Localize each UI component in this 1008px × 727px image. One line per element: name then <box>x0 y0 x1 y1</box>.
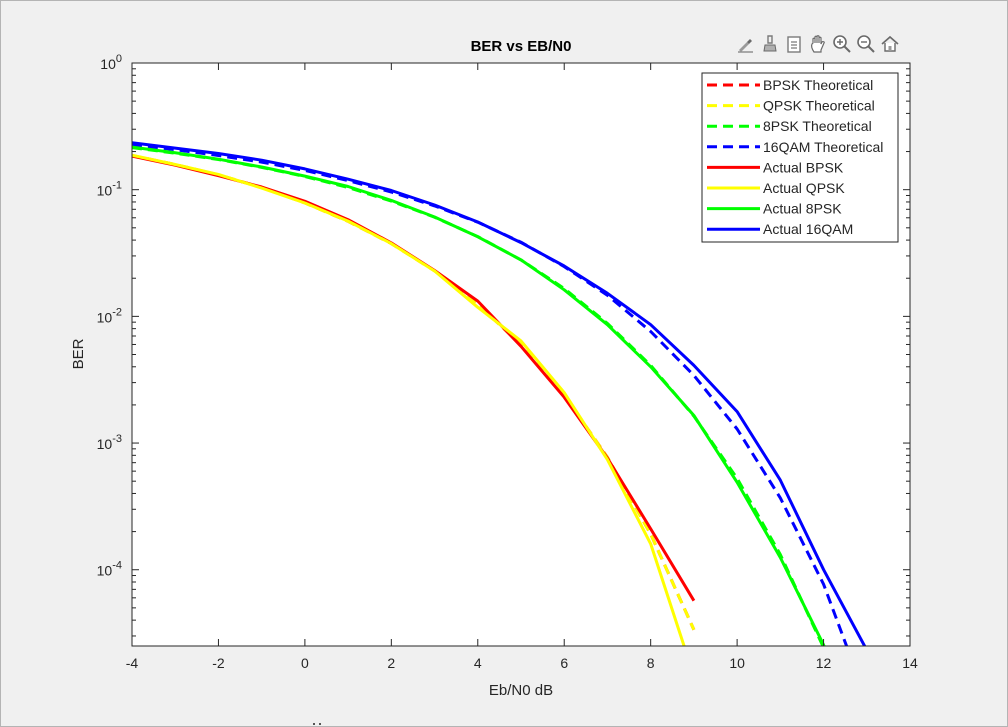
x-tick-label: 4 <box>474 655 482 671</box>
pan-hand-icon <box>810 35 825 53</box>
legend-label[interactable]: 16QAM Theoretical <box>763 139 883 155</box>
brush-edit-icon <box>737 39 753 53</box>
legend-label[interactable]: Actual QPSK <box>763 180 845 196</box>
window-resize-grip[interactable] <box>313 723 315 725</box>
x-tick-label: -4 <box>126 655 139 671</box>
x-tick-label: 10 <box>729 655 745 671</box>
chart-title: BER vs EB/N0 <box>471 38 572 55</box>
y-tick-label: 10-1 <box>97 180 122 199</box>
x-tick-label: -2 <box>212 655 225 671</box>
x-axis-label: Eb/N0 dB <box>489 682 553 699</box>
x-tick-label: 12 <box>816 655 832 671</box>
zoom-out-button[interactable] <box>854 33 877 55</box>
x-tick-label: 8 <box>647 655 655 671</box>
axes-toolbar <box>734 32 901 56</box>
restore-view-button[interactable] <box>878 33 901 55</box>
y-tick-label: 10-2 <box>97 306 122 325</box>
brush-edit-button[interactable] <box>734 33 757 55</box>
legend[interactable]: BPSK Theoretical QPSK Theoretical 8PSK The… <box>701 72 899 243</box>
legend-label[interactable]: Actual 16QAM <box>763 221 853 237</box>
x-tick-label: 0 <box>301 655 309 671</box>
pan-button[interactable] <box>806 33 829 55</box>
data-tips-button[interactable] <box>758 33 781 55</box>
zoom-out-icon <box>856 35 875 53</box>
series-line-actual-qpsk[interactable] <box>132 153 686 649</box>
legend-label[interactable]: 8PSK Theoretical <box>763 118 872 134</box>
paint-icon <box>762 35 777 52</box>
y-axis-label: BER <box>70 338 87 369</box>
home-icon <box>880 35 899 52</box>
legend-label[interactable]: QPSK Theoretical <box>763 98 875 114</box>
legend-label[interactable]: BPSK Theoretical <box>763 77 873 93</box>
legend-label[interactable]: Actual 8PSK <box>763 201 842 217</box>
zoom-in-icon <box>832 35 851 53</box>
y-tick-label: 10-4 <box>97 560 122 579</box>
series-line-actual-8psk[interactable] <box>132 145 841 686</box>
x-tick-label: 2 <box>387 655 395 671</box>
legend-box <box>701 72 899 243</box>
y-tick-label: 100 <box>100 53 122 72</box>
y-tick-label: 10-3 <box>97 433 122 452</box>
x-tick-label: 14 <box>902 655 918 671</box>
window-resize-grip[interactable] <box>319 723 321 725</box>
legend-label[interactable]: Actual BPSK <box>763 159 844 175</box>
x-tick-label: 6 <box>560 655 568 671</box>
series-line-actual-16qam[interactable] <box>132 141 867 650</box>
legend-toggle-icon <box>786 36 801 53</box>
legend-toggle-button[interactable] <box>782 33 805 55</box>
series-line-16qam-theoretical[interactable] <box>132 143 867 701</box>
zoom-in-button[interactable] <box>830 33 853 55</box>
